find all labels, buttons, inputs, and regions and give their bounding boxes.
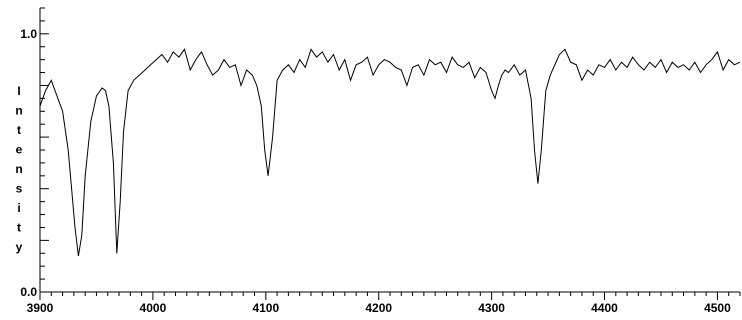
x-tick-label: 4500: [704, 301, 731, 315]
y-axis-label-letter: n: [15, 104, 22, 118]
y-axis-label-letter: n: [15, 162, 22, 176]
x-tick-label: 4000: [140, 301, 167, 315]
y-axis-label-letter: i: [17, 201, 20, 215]
y-axis-label-letter: y: [16, 240, 23, 254]
spectrum-line: [39, 48, 741, 256]
y-tick-label: 0.0: [20, 285, 37, 299]
y-axis: 0.0 1.0: [20, 7, 49, 299]
x-tick-label: 3900: [27, 301, 54, 315]
y-axis-label-letter: e: [16, 143, 23, 157]
x-axis: 3900 4000 4100 4200 4300 4400 4500: [27, 291, 741, 315]
x-tick-label: 4100: [252, 301, 279, 315]
y-axis-label-letter: t: [17, 123, 21, 137]
x-tick-label: 4300: [478, 301, 505, 315]
y-tick-label: 1.0: [20, 27, 37, 41]
series-group: [39, 48, 741, 256]
x-tick-label: 4200: [365, 301, 392, 315]
y-axis-label-letter: s: [16, 182, 23, 196]
y-axis-label-letter: I: [17, 84, 20, 98]
x-tick-label: 4400: [591, 301, 618, 315]
y-axis-label-letter: t: [17, 221, 21, 235]
